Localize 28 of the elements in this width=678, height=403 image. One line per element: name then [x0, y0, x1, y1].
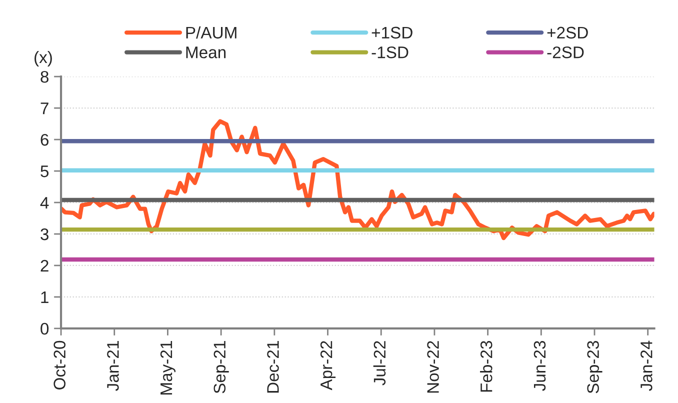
- y-axis-title: (x): [34, 50, 52, 66]
- y-tick-label: 0: [40, 322, 49, 335]
- y-tick-label: 8: [40, 70, 48, 83]
- x-tick-label: Jan-24: [640, 340, 652, 391]
- y-tick-label: 6: [40, 134, 48, 146]
- x-tick-label: Jun-23: [534, 340, 546, 391]
- y-tick-label: 7: [40, 102, 48, 114]
- x-tick-label: Sep-23: [587, 340, 602, 394]
- x-tick-label: Feb-23: [480, 340, 492, 392]
- legend-label: -2SD: [547, 46, 584, 58]
- y-tick-label: 4: [40, 197, 49, 209]
- y-tick-label: 3: [40, 228, 48, 240]
- x-tick-label: Sep-21: [214, 341, 229, 394]
- legend-label: P/AUM: [186, 26, 236, 39]
- x-tick-label: May-21: [160, 341, 176, 394]
- x-tick-label: Dec-21: [267, 341, 279, 393]
- x-tick-label: Apr-22: [320, 341, 336, 390]
- x-tick-label: Nov-22: [427, 341, 439, 393]
- y-tick-label: 1: [41, 292, 48, 303]
- legend-label: +1SD: [372, 26, 412, 39]
- x-tick-label: Oct-20: [54, 340, 66, 390]
- y-tick-label: 2: [40, 260, 48, 272]
- x-tick-label: Jan-21: [107, 341, 119, 391]
- legend-label: Mean: [186, 46, 226, 58]
- legend-label: -1SD: [372, 46, 408, 58]
- legend-label: +2SD: [547, 26, 588, 39]
- y-tick-label: 5: [40, 166, 49, 178]
- x-tick-label: Jul-22: [373, 341, 386, 386]
